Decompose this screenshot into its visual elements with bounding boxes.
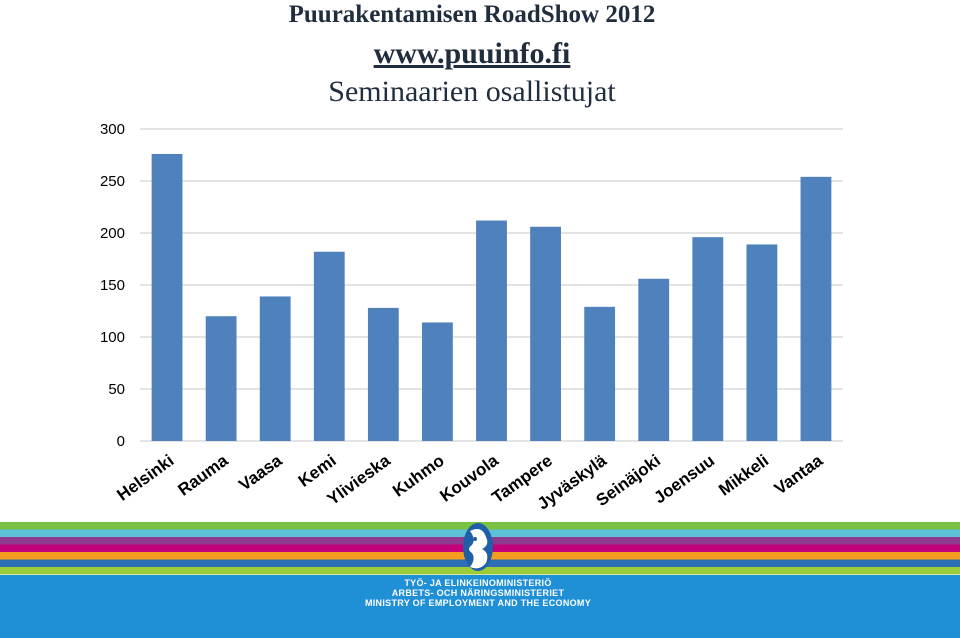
x-tick-label: Helsinki [113,451,177,505]
bar-joensuu [692,237,724,441]
y-tick-label: 0 [117,433,125,450]
finnish-lion-coat-of-arms-icon [463,523,493,571]
y-axis-ticks: 0 50 100 150 200 250 300 [100,121,125,450]
ministry-name-fi: TYÖ- JA ELINKEINOMINISTERIÖ [404,578,551,588]
footer-blue-band [0,575,960,638]
bar-vantaa [800,176,832,441]
y-tick-label: 50 [108,381,125,398]
y-tick-label: 300 [100,121,125,138]
bar-helsinki [151,153,183,441]
bar-vaasa [259,296,291,441]
bar-seinäjoki [638,278,670,441]
y-tick-label: 250 [100,173,125,190]
bar-tampere [530,226,561,441]
x-tick-label: Vantaa [771,451,827,499]
chart-title: Puurakentamisen RoadShow 2012 www.puuinf… [289,1,656,108]
bar-jyväskylä [584,306,616,441]
footer-banner: TYÖ- JA ELINKEINOMINISTERIÖ ARBETS- OCH … [0,522,960,638]
bar-kouvola [476,220,507,441]
x-tick-label: Joensuu [650,451,718,507]
bars [151,153,832,441]
x-tick-label: Rauma [174,451,231,500]
x-tick-label: Vaasa [235,451,286,495]
bar-kemi [313,251,345,441]
bar-rauma [205,316,237,441]
x-tick-label: Mikkeli [715,451,772,500]
title-line-2-url: www.puuinfo.fi [374,37,571,70]
ministry-name-sv: ARBETS- OCH NÄRINGSMINISTERIET [392,588,565,598]
x-tick-label: Kemi [295,451,340,491]
bar-kuhmo [422,322,453,441]
ministry-name-en: MINISTRY OF EMPLOYMENT AND THE ECONOMY [365,598,591,608]
y-tick-label: 100 [100,329,125,346]
y-tick-label: 150 [100,277,125,294]
bar-ylivieska [367,307,399,441]
y-tick-label: 200 [100,225,125,242]
bar-mikkeli [746,244,778,441]
title-line-3: Seminaarien osallistujat [328,75,616,108]
title-line-1: Puurakentamisen RoadShow 2012 [289,1,656,28]
